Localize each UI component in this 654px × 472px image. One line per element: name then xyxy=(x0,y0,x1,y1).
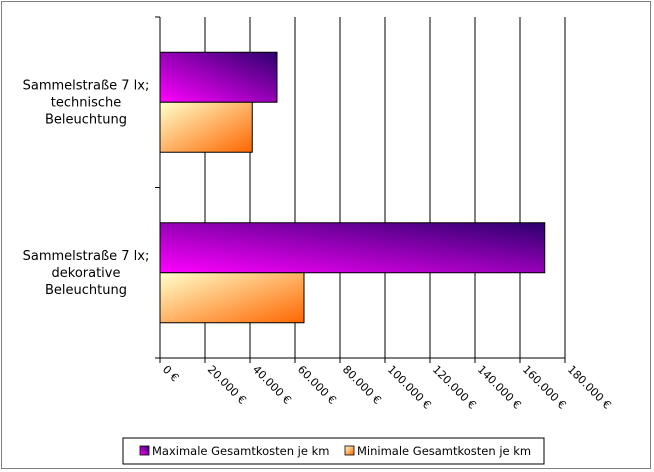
x-tick-label: 60.000 € xyxy=(295,363,339,407)
category-label-line: Sammelstraße 7 lx; xyxy=(23,249,150,264)
category-label-line: technische xyxy=(51,95,122,110)
x-tick-label: 20.000 € xyxy=(205,363,249,407)
x-tick-label: 100.000 € xyxy=(385,363,434,412)
legend-swatch-min xyxy=(344,445,355,456)
bar-min-1 xyxy=(159,272,305,324)
x-tick-label: 120.000 € xyxy=(430,363,479,412)
category-label-line: dekorative xyxy=(52,266,121,281)
axes xyxy=(155,16,566,363)
x-tick-label: 0 € xyxy=(160,363,182,385)
legend-swatch-max xyxy=(139,445,150,456)
legend-label-min: Minimale Gesamtkosten je km xyxy=(357,444,531,458)
category-label-line: Beleuchtung xyxy=(45,112,127,127)
x-tick-label: 140.000 € xyxy=(475,363,524,412)
category-label-line: Sammelstraße 7 lx; xyxy=(23,78,150,93)
x-tick-label: 180.000 € xyxy=(565,363,614,412)
category-labels: Sammelstraße 7 lx; technische Beleuchtung S… xyxy=(23,78,150,298)
bar-max-0 xyxy=(159,51,278,103)
category-label-line: Beleuchtung xyxy=(45,283,127,298)
x-tick-label: 80.000 € xyxy=(340,363,384,407)
legend-label-max: Maximale Gesamtkosten je km xyxy=(152,444,329,458)
bars xyxy=(159,51,546,324)
legend-box xyxy=(122,437,545,465)
x-tick-label: 160.000 € xyxy=(520,363,569,412)
x-tick-label: 40.000 € xyxy=(250,363,294,407)
bar-max-1 xyxy=(159,222,546,274)
x-tick-labels: 0 € 20.000 €40.000 €60.000 €80.000 €100.0… xyxy=(160,363,614,412)
bar-min-0 xyxy=(159,101,253,153)
legend: Maximale Gesamtkosten je km Minimale Ges… xyxy=(122,437,545,465)
